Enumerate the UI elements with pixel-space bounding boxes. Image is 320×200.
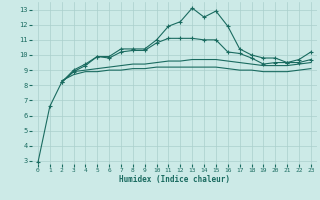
X-axis label: Humidex (Indice chaleur): Humidex (Indice chaleur) — [119, 175, 230, 184]
